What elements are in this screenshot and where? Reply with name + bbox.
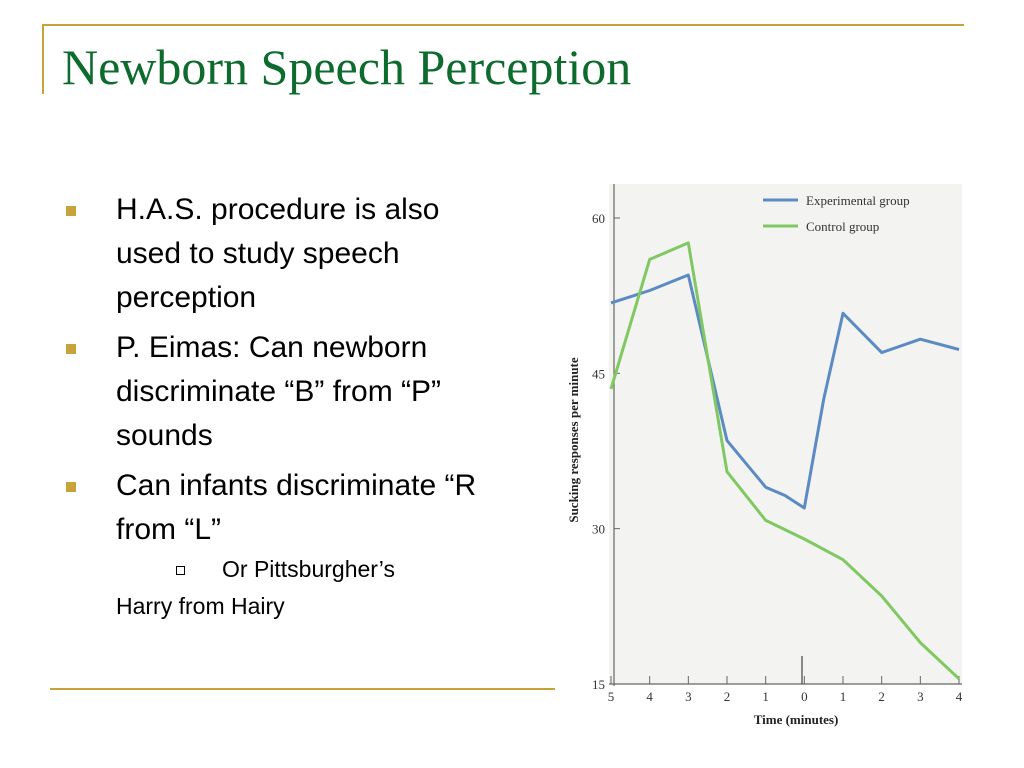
title-frame-left-line <box>42 24 44 94</box>
x-tick-label: 4 <box>956 689 963 704</box>
bullet-text: P. Eimas: Can newborn discriminate “B” f… <box>116 331 442 452</box>
plot-background <box>609 184 962 684</box>
title-frame-top-line <box>42 24 964 26</box>
x-tick-label: 4 <box>646 689 653 704</box>
slide-title: Newborn Speech Perception <box>62 39 632 95</box>
y-tick-label: 60 <box>592 211 605 226</box>
bullet-item: Can infants discriminate “R from “L” Or … <box>58 464 478 584</box>
control-group-line <box>609 241 961 680</box>
x-tick-label: 2 <box>878 689 885 704</box>
chart-legend: Experimental group Control group <box>763 193 910 234</box>
y-axis-ticks: 60 45 30 15 <box>592 211 620 692</box>
x-tick-label: 5 <box>608 689 615 704</box>
trailing-text: Harry from Hairy <box>116 593 285 619</box>
legend-label: Experimental group <box>806 193 910 208</box>
bullet-item: H.A.S. procedure is also used to study s… <box>58 188 478 320</box>
y-axis-title: Sucking responses per minute <box>566 357 581 523</box>
bullet-item: P. Eimas: Can newborn discriminate “B” f… <box>58 326 478 458</box>
bullet-text: H.A.S. procedure is also used to study s… <box>116 193 440 314</box>
x-tick-label: 2 <box>724 689 731 704</box>
sub-bullet-item: Or Pittsburgher’s <box>174 554 478 584</box>
x-tick-label: 1 <box>840 689 847 704</box>
square-bullet-icon <box>66 482 76 492</box>
experimental-group-line <box>610 273 960 510</box>
y-tick-label: 15 <box>592 677 605 692</box>
x-axis-ticks: 5 4 3 2 1 0 1 2 3 4 <box>608 676 963 704</box>
sub-bullet-text: Or Pittsburgher’s <box>222 556 395 582</box>
square-bullet-icon <box>66 344 76 354</box>
bullet-list: H.A.S. procedure is also used to study s… <box>58 188 478 622</box>
x-tick-label: 0 <box>801 689 808 704</box>
footer-rule <box>50 688 555 690</box>
square-bullet-icon <box>66 206 76 216</box>
x-tick-label: 3 <box>917 689 924 704</box>
x-tick-label: 1 <box>762 689 769 704</box>
x-tick-label: 3 <box>685 689 692 704</box>
y-tick-label: 45 <box>592 366 605 381</box>
x-axis-title: Time (minutes) <box>754 712 839 727</box>
y-tick-label: 30 <box>592 522 605 537</box>
bullet-text: Can infants discriminate “R from “L” <box>116 469 477 546</box>
legend-label: Control group <box>806 219 879 234</box>
hollow-square-bullet-icon <box>176 566 185 575</box>
series-lines <box>609 241 961 680</box>
line-chart: 60 45 30 15 5 4 3 2 1 0 1 2 3 4 Experimental group Co… <box>566 184 963 727</box>
